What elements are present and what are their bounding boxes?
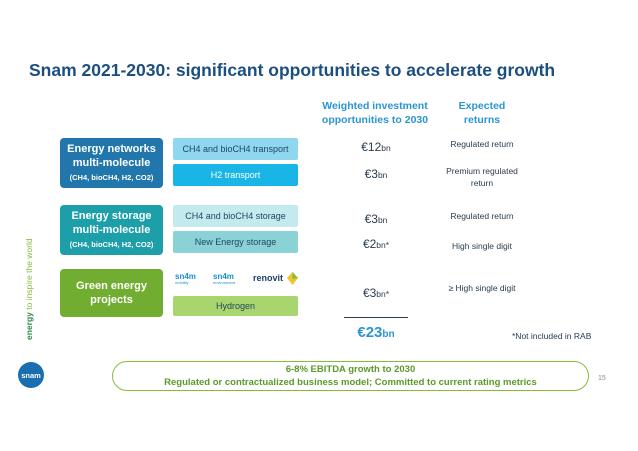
brand-renovit: renovit bbox=[253, 273, 284, 283]
value-green: €3bn* bbox=[340, 286, 412, 300]
return-h2-transport: Premium regulated return bbox=[446, 166, 518, 188]
return-ch4-storage: Regulated return bbox=[450, 211, 514, 221]
header-investment: Weighted investment opportunities to 203… bbox=[321, 100, 429, 126]
pill-ch4-transport: CH4 and bioCH4 transport bbox=[173, 138, 298, 160]
value-unit: bn* bbox=[376, 240, 390, 250]
value-unit: bn bbox=[377, 170, 388, 180]
total-value: €23bn bbox=[336, 324, 416, 341]
storage-title: Energy storage multi-molecule bbox=[71, 210, 152, 236]
page-title: Snam 2021-2030: significant opportunitie… bbox=[29, 60, 556, 80]
page-number: 15 bbox=[598, 375, 606, 382]
header-returns: Expected returns bbox=[458, 100, 506, 126]
tagline-rest: to inspire the world bbox=[24, 238, 34, 313]
storage-subtitle: (CH4, bioCH4, H2, CO2) bbox=[69, 240, 154, 249]
brand-sub: mobility bbox=[175, 280, 189, 285]
snam-logo: snam bbox=[18, 362, 44, 388]
brand-sub: environment bbox=[213, 280, 236, 285]
value-amount: €3 bbox=[364, 167, 378, 181]
networks-title: Energy networks multi-molecule bbox=[67, 143, 156, 169]
brand-name: sn4m bbox=[213, 272, 234, 281]
value-amount: €2 bbox=[362, 237, 377, 251]
value-amount: €12 bbox=[361, 140, 382, 154]
pill-ch4-storage: CH4 and bioCH4 storage bbox=[173, 205, 298, 227]
value-unit: bn* bbox=[376, 289, 390, 299]
renovit-logo-icon bbox=[287, 272, 298, 285]
networks-box: Energy networks multi-molecule (CH4, bio… bbox=[60, 138, 163, 188]
return-ch4-transport: Regulated return bbox=[450, 139, 514, 149]
return-new-storage: High single digit bbox=[451, 241, 512, 251]
pill-h2-transport: H2 transport bbox=[173, 164, 298, 186]
green-title: Green energy projects bbox=[76, 280, 147, 306]
value-h2-transport: €3bn bbox=[340, 167, 412, 181]
pill-hydrogen: Hydrogen bbox=[173, 296, 298, 316]
value-unit: bn bbox=[381, 143, 391, 153]
networks-subtitle: (CH4, bioCH4, H2, CO2) bbox=[69, 173, 154, 182]
banner-line2: Regulated or contractualized business mo… bbox=[164, 377, 537, 388]
storage-box: Energy storage multi-molecule (CH4, bioC… bbox=[60, 205, 163, 255]
value-unit: bn bbox=[377, 215, 388, 225]
green-box: Green energy projects bbox=[60, 269, 163, 317]
total-amount: €23 bbox=[357, 324, 383, 341]
value-ch4-storage: €3bn bbox=[340, 212, 412, 226]
brand-name: sn4m bbox=[175, 272, 196, 281]
brand-sn4m-environment: sn4m environment bbox=[213, 272, 253, 285]
footnote: *Not included in RAB bbox=[512, 331, 592, 341]
pill-new-storage: New Energy storage bbox=[173, 231, 298, 253]
total-unit: bn bbox=[382, 329, 395, 340]
total-divider bbox=[344, 317, 408, 318]
ebitda-banner: 6-8% EBITDA growth to 2030 Regulated or … bbox=[112, 361, 589, 391]
brand-sn4m-mobility: sn4m mobility bbox=[175, 272, 215, 285]
value-ch4-transport: €12bn bbox=[340, 140, 412, 154]
vertical-tagline: energy to inspire the world bbox=[24, 238, 34, 340]
value-new-storage: €2bn* bbox=[340, 237, 412, 251]
banner-line1: 6-8% EBITDA growth to 2030 bbox=[285, 364, 416, 375]
value-amount: €3 bbox=[362, 286, 377, 300]
return-green: ≥ High single digit bbox=[448, 283, 516, 293]
value-amount: €3 bbox=[364, 212, 378, 226]
tagline-bold: energy bbox=[24, 312, 34, 340]
